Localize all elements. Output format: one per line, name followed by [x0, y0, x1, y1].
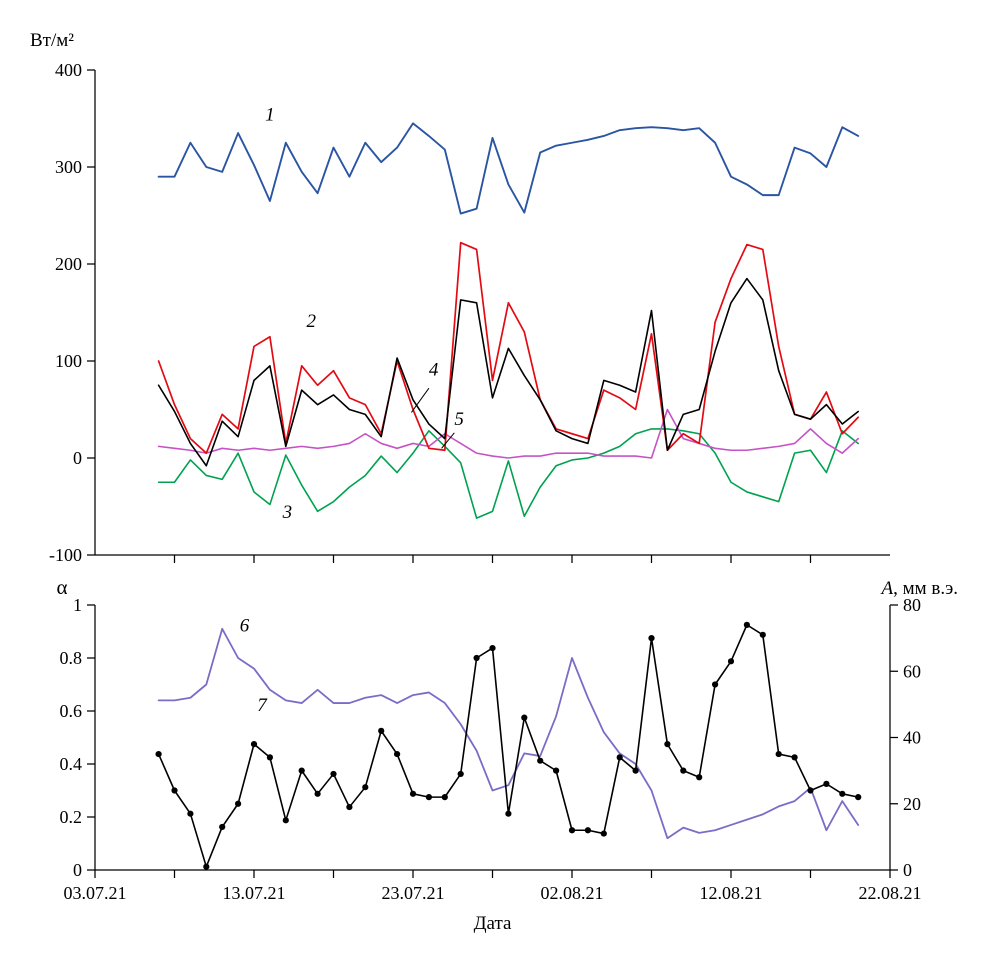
series-7-marker — [425, 794, 432, 801]
bottom-right-y-tick-label: 0 — [903, 860, 912, 880]
bottom-left-y-tick-label: 0.2 — [60, 807, 83, 827]
top-panel: 400 300 200 100 0 -100 Вт/м² 1 2 3 4 5 — [30, 30, 890, 565]
series-7-marker — [537, 757, 544, 764]
series-7-marker — [632, 767, 639, 774]
x-tick-label: 13.07.21 — [223, 883, 286, 903]
series-7-marker — [394, 750, 401, 758]
x-tick-label: 22.08.21 — [859, 883, 922, 903]
bottom-panel: 1 0.8 0.6 0.4 0.2 0 80 60 40 20 0 03.07.21 13.07.21 2… — [56, 575, 958, 934]
bottom-left-y-tick-label: 0.8 — [60, 648, 83, 668]
series-7-marker — [235, 800, 242, 807]
series-7-marker — [330, 770, 337, 778]
series-7-marker — [696, 774, 703, 781]
series-7-marker — [346, 803, 353, 811]
curve-label-2: 2 — [306, 311, 316, 332]
curve-label-3: 3 — [282, 502, 293, 523]
x-tick-label: 03.07.21 — [64, 883, 127, 903]
curve-label-leader-4 — [411, 387, 430, 413]
alpha-axis-title: α — [56, 575, 67, 599]
series-7-marker — [298, 767, 305, 774]
series-7-marker — [187, 810, 194, 817]
series-7-marker — [855, 794, 862, 801]
bottom-left-y-tick-label: 0 — [73, 860, 82, 880]
series-7-marker — [553, 767, 560, 774]
series-7-marker — [457, 770, 464, 778]
series-7-marker — [839, 790, 846, 797]
x-tick-label: 12.08.21 — [700, 883, 763, 903]
x-tick-label: 23.07.21 — [382, 883, 445, 903]
series-7-marker — [282, 817, 289, 824]
top-y-tick-label: -100 — [49, 545, 82, 565]
series-7-marker — [409, 790, 417, 797]
series-7-marker — [743, 621, 751, 628]
series-7-marker — [775, 750, 782, 758]
top-y-tick-label: 100 — [55, 351, 82, 371]
series-5-line — [157, 408, 860, 459]
series-7-marker — [378, 727, 385, 734]
bottom-left-y-tick-label: 1 — [73, 595, 82, 615]
series-7-marker — [568, 827, 576, 834]
series-7-marker — [505, 810, 512, 817]
top-y-tick-label: 200 — [55, 254, 82, 274]
series-7-marker — [266, 754, 273, 761]
series-7-marker — [362, 784, 369, 791]
series-7-marker — [648, 635, 655, 642]
series-7-marker — [727, 658, 735, 665]
curve-label-1: 1 — [265, 104, 275, 125]
curve-label-4: 4 — [429, 360, 439, 381]
curve-label-7: 7 — [257, 695, 268, 716]
top-y-axis-title: Вт/м² — [30, 30, 74, 51]
series-7-marker — [441, 794, 448, 801]
series-7-marker — [712, 681, 719, 688]
bottom-right-y-tick-label: 60 — [903, 661, 921, 681]
series-7-marker — [489, 644, 496, 652]
series-7-marker — [680, 767, 687, 774]
bottom-left-y-tick-label: 0.4 — [60, 754, 83, 774]
series-7-marker — [600, 830, 607, 837]
series-7-marker — [473, 654, 480, 662]
series-7-marker — [250, 741, 258, 748]
curve-label-leader-5 — [441, 432, 455, 449]
x-axis-title: Дата — [474, 913, 512, 934]
bottom-right-y-tick-label: 40 — [903, 728, 921, 748]
series-7-marker — [314, 790, 321, 797]
series-7-marker — [791, 754, 798, 761]
bottom-right-y-tick-label: 80 — [903, 595, 921, 615]
series-7-marker — [807, 787, 814, 794]
series-7-marker — [759, 631, 766, 638]
top-y-tick-label: 300 — [55, 157, 82, 177]
top-y-tick-label: 400 — [55, 60, 82, 80]
series-2-line — [157, 241, 860, 454]
series-7-marker — [616, 754, 623, 761]
series-3-line — [157, 428, 860, 519]
series-7-marker — [664, 741, 671, 748]
series-7-marker — [155, 750, 162, 758]
top-y-tick-label: 0 — [73, 448, 82, 468]
series-7-marker — [219, 823, 226, 831]
curve-label-5: 5 — [454, 409, 464, 430]
series-7-marker — [521, 714, 528, 721]
bottom-left-y-tick-label: 0.6 — [60, 701, 83, 721]
series-6-line — [157, 627, 860, 840]
swe-axis-title: A, мм в.э. — [879, 578, 958, 599]
x-tick-label: 02.08.21 — [541, 883, 604, 903]
series-7-marker — [203, 863, 210, 870]
series-1-line — [157, 122, 860, 215]
series-7-line — [157, 624, 860, 868]
curve-label-6: 6 — [240, 616, 250, 637]
bottom-right-y-tick-label: 20 — [903, 794, 921, 814]
series-7-marker — [823, 780, 830, 787]
series-7-marker — [171, 787, 178, 794]
series-7-marker — [584, 827, 592, 834]
series-4-line — [157, 277, 860, 467]
